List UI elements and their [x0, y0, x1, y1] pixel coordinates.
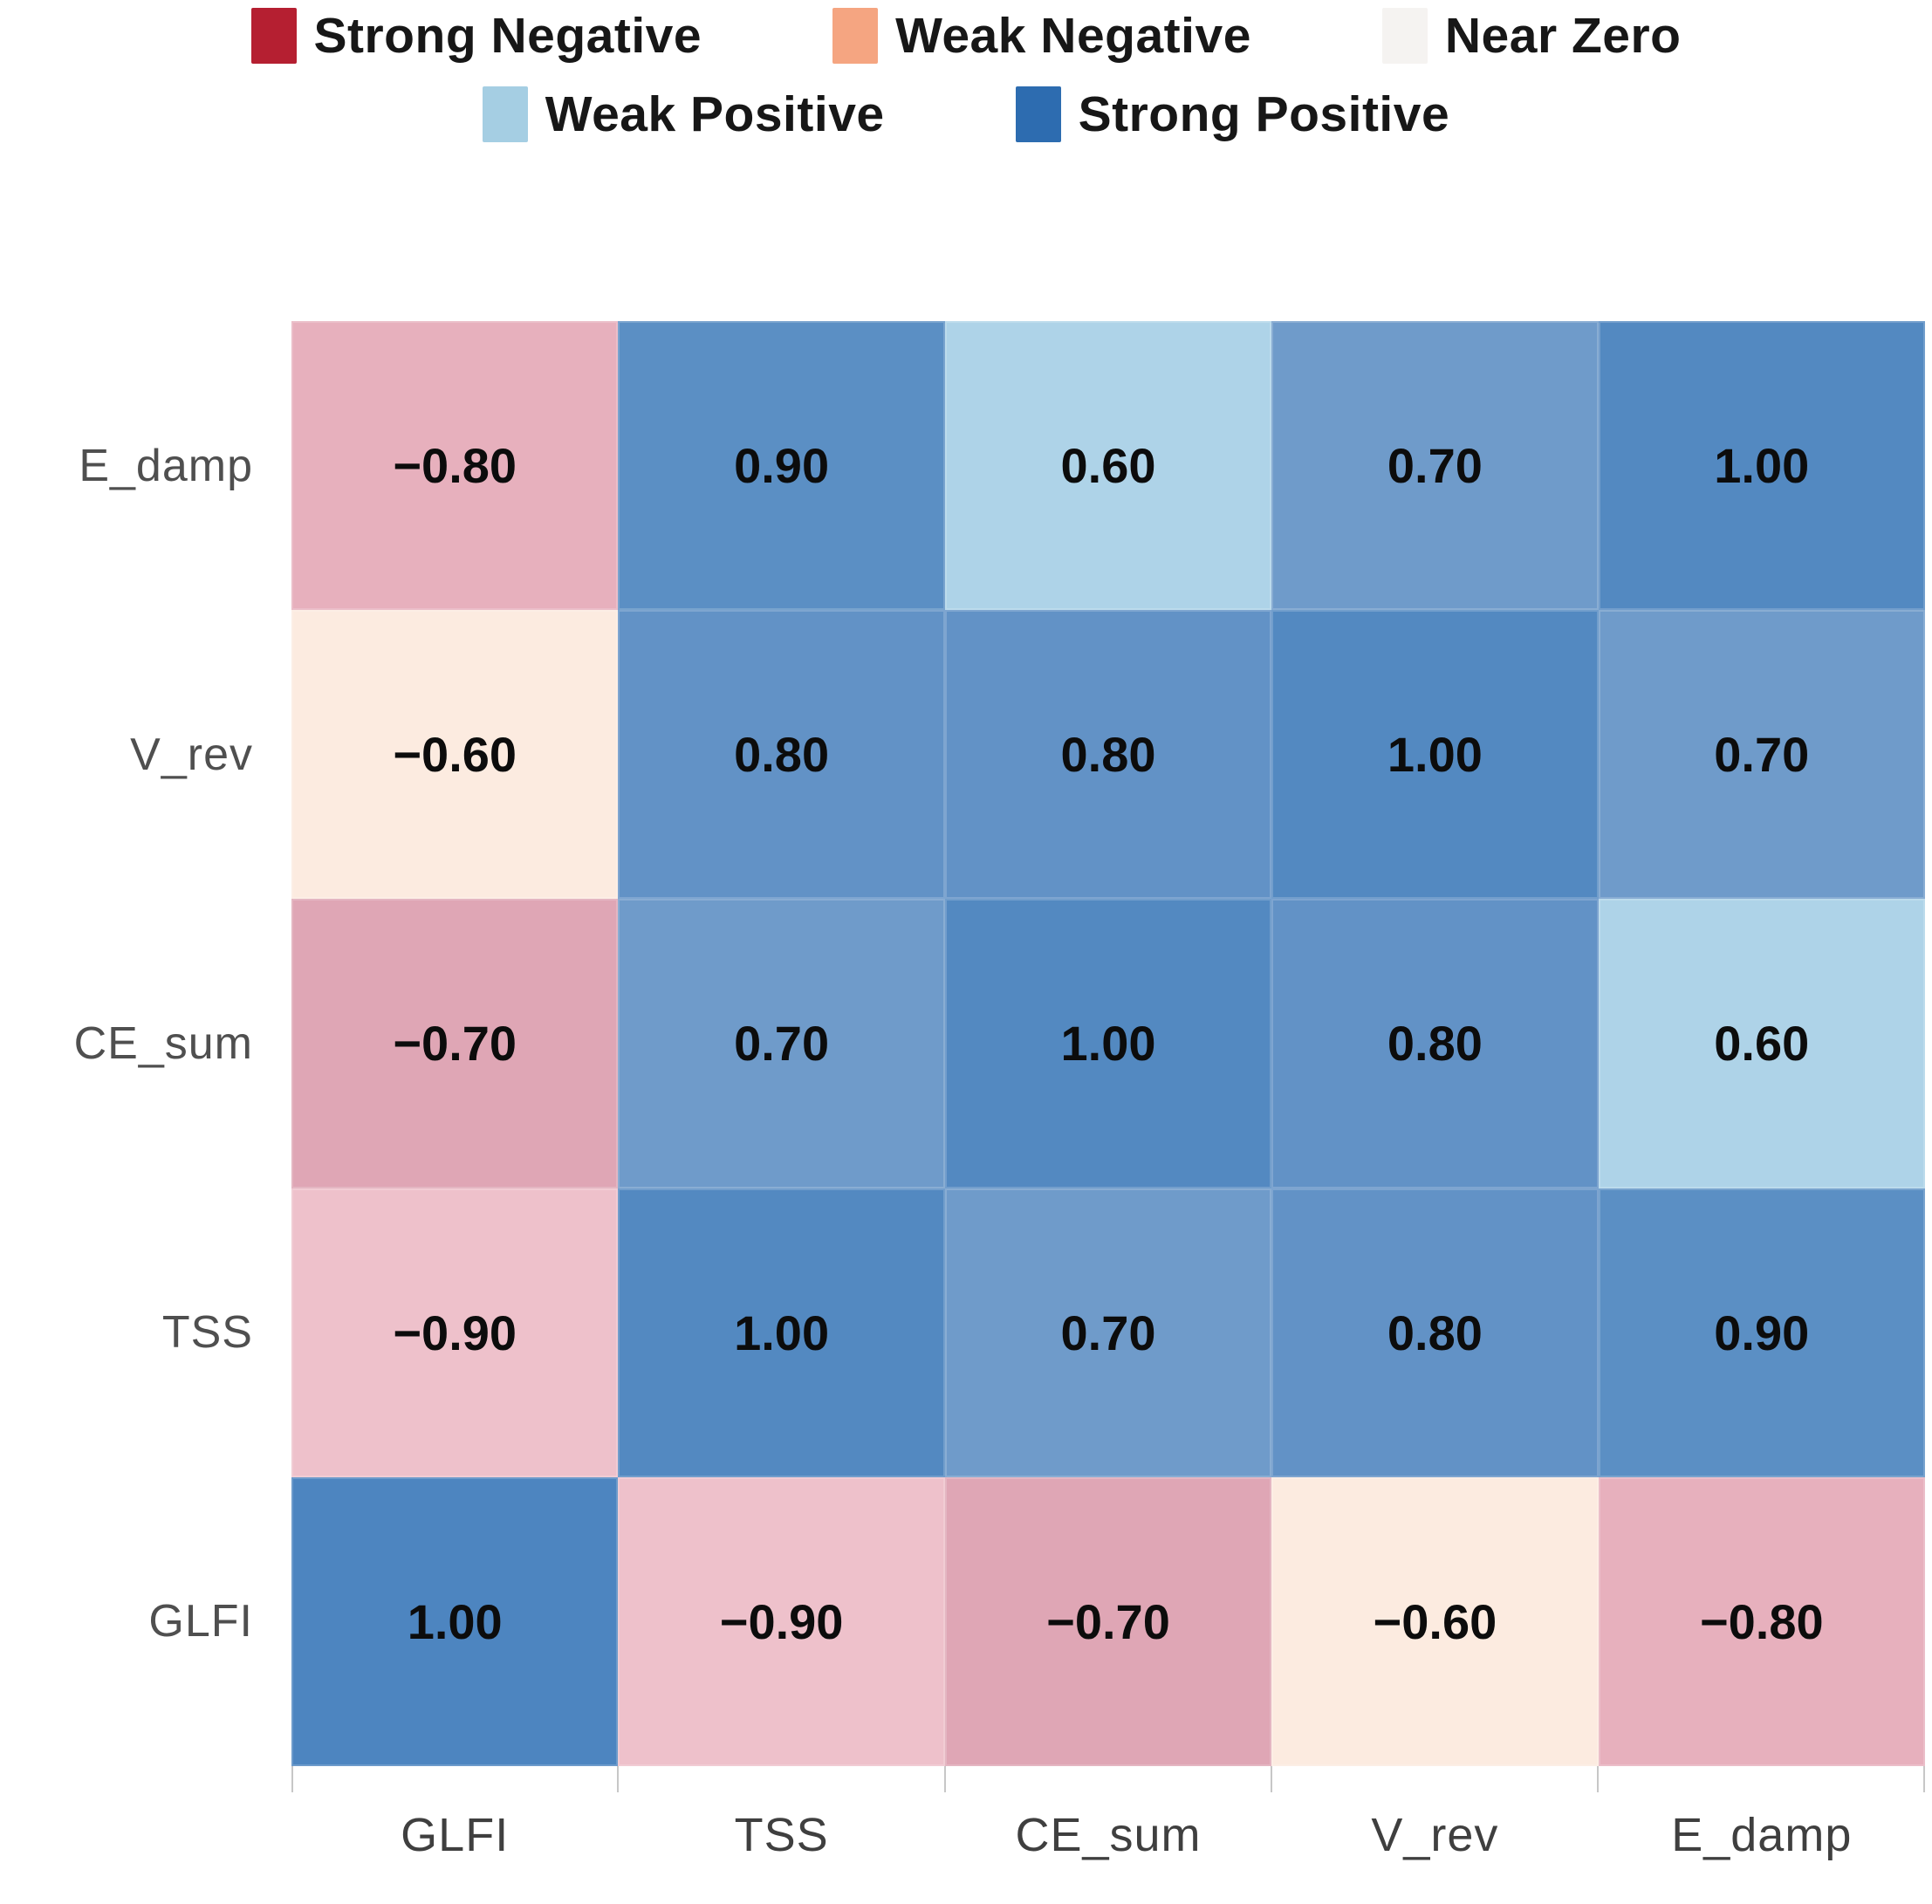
heatmap-cell: 0.80: [1271, 1188, 1599, 1477]
axis-tick: [1597, 1766, 1599, 1792]
weak-positive-swatch-icon: [482, 86, 528, 142]
x-axis-label-e-damp: E_damp: [1671, 1809, 1853, 1861]
x-axis-ticks: [291, 1766, 1925, 1792]
heatmap-cell: 1.00: [618, 1188, 945, 1477]
y-axis-label-v-rev: V_rev: [130, 729, 253, 780]
heatmap-cell: 0.60: [1598, 899, 1925, 1188]
x-axis-label-glfi: GLFI: [401, 1809, 510, 1861]
heatmap-cell: −0.60: [291, 610, 619, 900]
heatmap-cell: 0.90: [618, 321, 945, 611]
legend-item-near-zero: Near Zero: [1381, 7, 1682, 65]
heatmap-cell: −0.80: [291, 321, 619, 611]
heatmap-cell: −0.70: [944, 1476, 1272, 1766]
axis-tick: [291, 1766, 293, 1792]
heatmap-cell: 0.70: [618, 899, 945, 1188]
legend-label: Weak Positive: [545, 86, 885, 142]
near-zero-swatch-icon: [1381, 8, 1428, 64]
legend-label: Weak Negative: [895, 8, 1251, 64]
heatmap-cell: 0.70: [944, 1188, 1272, 1477]
axis-tick: [944, 1766, 946, 1792]
y-axis-labels: E_damp V_rev CE_sum TSS GLFI: [0, 321, 262, 1766]
legend-row-2: Weak Positive Strong Positive: [482, 86, 1450, 143]
legend-item-strong-negative: Strong Negative: [250, 7, 702, 65]
legend-item-weak-positive: Weak Positive: [482, 86, 885, 143]
strong-positive-swatch-icon: [1015, 86, 1061, 142]
heatmap-cell: 0.80: [944, 610, 1272, 900]
x-axis-label-tss: TSS: [734, 1809, 829, 1861]
axis-tick: [617, 1766, 619, 1792]
legend: Strong Negative Weak Negative Near Zero …: [0, 7, 1932, 143]
heatmap-cell: 0.70: [1271, 321, 1599, 611]
y-axis-label-ce-sum: CE_sum: [73, 1017, 253, 1069]
x-axis-label-ce-sum: CE_sum: [1015, 1809, 1202, 1861]
heatmap-cell: 0.60: [944, 321, 1272, 611]
heatmap-cell: 1.00: [944, 899, 1272, 1188]
heatmap-cell: −0.80: [1598, 1476, 1925, 1766]
heatmap-cell: 0.80: [618, 610, 945, 900]
x-axis-label-v-rev: V_rev: [1371, 1809, 1499, 1861]
legend-label: Strong Negative: [313, 8, 702, 64]
legend-label: Near Zero: [1444, 8, 1682, 64]
heatmap-cell: 1.00: [291, 1476, 619, 1766]
y-axis-label-e-damp: E_damp: [79, 440, 253, 491]
legend-row-1: Strong Negative Weak Negative Near Zero: [250, 7, 1682, 65]
weak-negative-swatch-icon: [832, 8, 879, 64]
heatmap-cell: −0.90: [618, 1476, 945, 1766]
heatmap-cell: −0.90: [291, 1188, 619, 1477]
heatmap-cell: 0.80: [1271, 899, 1599, 1188]
heatmap-cell: 0.70: [1598, 610, 1925, 900]
legend-item-strong-positive: Strong Positive: [1015, 86, 1450, 143]
correlation-heatmap: −0.80 0.90 0.60 0.70 1.00 −0.60 0.80 0.8…: [291, 321, 1925, 1766]
heatmap-cell: −0.60: [1271, 1476, 1599, 1766]
legend-label: Strong Positive: [1078, 86, 1450, 142]
y-axis-label-tss: TSS: [161, 1307, 253, 1359]
strong-negative-swatch-icon: [250, 8, 297, 64]
heatmap-cell: 1.00: [1271, 610, 1599, 900]
heatmap-cell: 1.00: [1598, 321, 1925, 611]
x-axis-labels: GLFI TSS CE_sum V_rev E_damp: [291, 1808, 1925, 1862]
axis-tick: [1271, 1766, 1272, 1792]
axis-tick: [1923, 1766, 1925, 1792]
heatmap-cell: 0.90: [1598, 1188, 1925, 1477]
legend-item-weak-negative: Weak Negative: [832, 7, 1251, 65]
heatmap-cell: −0.70: [291, 899, 619, 1188]
y-axis-label-glfi: GLFI: [148, 1596, 253, 1647]
